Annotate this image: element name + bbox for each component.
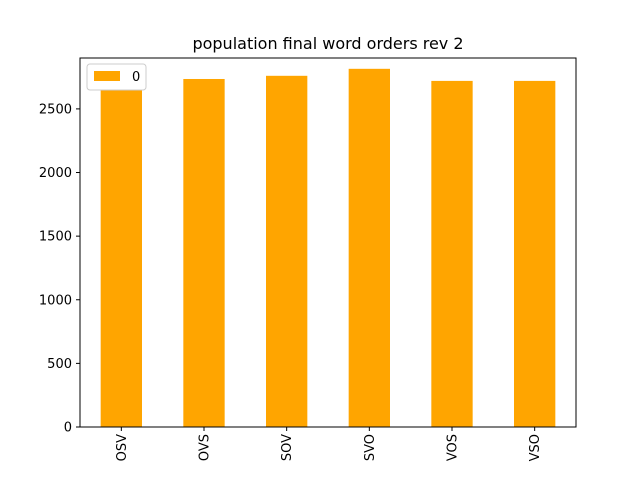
x-tick-label-sov: SOV xyxy=(280,434,295,461)
legend: 0 xyxy=(86,63,147,91)
bar-vos xyxy=(431,80,473,428)
x-axis: OSV OVS SOV SVO VOS VSO xyxy=(115,427,543,461)
x-tick-label-vos: VOS xyxy=(446,434,461,461)
y-tick-label: 0 xyxy=(64,421,72,436)
x-tick-label-vso: VSO xyxy=(528,434,543,461)
bar-svo xyxy=(348,68,390,427)
y-tick-label: 1000 xyxy=(39,293,72,308)
legend-swatch xyxy=(94,71,120,81)
bars-layer xyxy=(100,68,556,428)
y-tick-label: 2500 xyxy=(39,102,72,117)
y-tick-label: 500 xyxy=(47,357,72,372)
y-tick-label: 1500 xyxy=(39,230,72,245)
bar-vso xyxy=(514,80,556,428)
x-tick-label-ovs: OVS xyxy=(198,434,213,461)
x-tick-label-osv: OSV xyxy=(115,434,130,461)
y-axis: 0 500 1000 1500 2000 2500 xyxy=(39,102,80,436)
bar-sov xyxy=(266,75,308,427)
y-tick-label: 2000 xyxy=(39,166,72,181)
chart-title: population final word orders rev 2 xyxy=(192,34,463,53)
legend-label: 0 xyxy=(132,70,140,85)
bar-ovs xyxy=(183,78,225,428)
plot-frame xyxy=(79,57,577,428)
x-tick-label-svo: SVO xyxy=(363,434,378,461)
bar-osv xyxy=(100,87,142,428)
